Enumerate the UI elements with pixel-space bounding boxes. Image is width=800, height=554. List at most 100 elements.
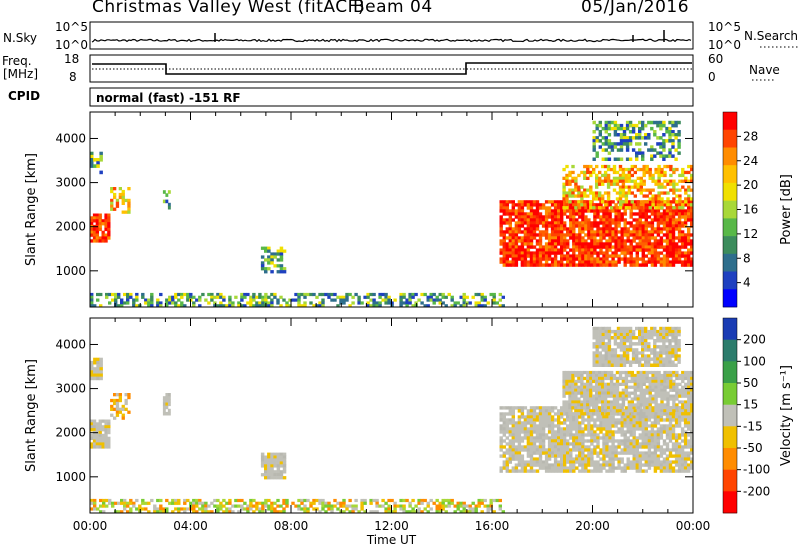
data-cell (603, 170, 608, 175)
data-cell (553, 203, 558, 207)
data-cell (657, 403, 661, 407)
data-cell (647, 133, 651, 137)
data-cell (105, 295, 109, 299)
data-cell (565, 179, 569, 183)
data-cell (517, 230, 522, 234)
data-cell (569, 457, 573, 461)
data-cell (678, 373, 682, 378)
data-cell (121, 198, 125, 203)
data-cell (514, 212, 519, 216)
data-cell (565, 409, 569, 413)
data-cell (633, 379, 637, 384)
data-cell (444, 295, 448, 299)
data-cell (167, 402, 171, 407)
data-cell (459, 504, 463, 508)
data-cell (586, 403, 590, 407)
data-cell (668, 230, 673, 234)
data-cell (381, 498, 385, 503)
data-cell (499, 424, 503, 428)
data-cell (633, 388, 637, 392)
data-cell (612, 164, 617, 169)
data-cell (450, 501, 454, 505)
data-cell (690, 436, 694, 440)
data-cell (580, 379, 584, 384)
data-cell (659, 345, 663, 349)
data-cell (624, 206, 629, 210)
data-cell (264, 464, 268, 468)
data-cell (663, 412, 667, 416)
data-cell (601, 194, 605, 198)
data-cell (581, 218, 585, 222)
data-cell (216, 504, 220, 508)
data-cell (596, 221, 600, 225)
data-cell (647, 239, 652, 243)
data-cell (671, 332, 675, 337)
data-cell (560, 436, 564, 440)
data-cell (632, 427, 636, 431)
data-cell (526, 200, 531, 204)
data-cell (635, 427, 639, 431)
data-cell (569, 463, 573, 467)
data-cell (121, 195, 125, 200)
data-cell (630, 403, 634, 407)
data-cell (595, 357, 599, 361)
data-cell (562, 394, 566, 398)
data-cell (553, 454, 558, 458)
data-cell (654, 382, 658, 386)
data-cell (665, 139, 669, 143)
data-cell (593, 439, 597, 443)
data-cell (644, 254, 648, 258)
data-cell (529, 254, 534, 258)
data-cell (663, 382, 667, 386)
data-cell (121, 192, 125, 197)
data-cell (648, 382, 652, 386)
data-cell (93, 376, 97, 381)
data-cell (635, 263, 639, 267)
data-cell (538, 245, 543, 249)
data-cell (677, 436, 682, 440)
data-cell (610, 145, 615, 149)
data-cell (659, 245, 664, 249)
data-cell (668, 136, 672, 140)
data-cell (668, 421, 673, 425)
data-cell (420, 292, 424, 297)
data-cell (593, 469, 597, 473)
data-cell (541, 445, 546, 449)
data-cell (611, 263, 615, 267)
data-cell (523, 263, 528, 267)
data-cell (623, 203, 627, 207)
data-cell (629, 451, 633, 455)
data-cell (638, 133, 642, 137)
data-cell (560, 236, 564, 240)
data-cell (581, 433, 585, 437)
data-cell (621, 200, 626, 204)
data-cell (523, 433, 528, 437)
data-cell (514, 251, 519, 255)
data-cell (614, 263, 618, 267)
data-cell (557, 206, 561, 210)
data-cell (535, 221, 540, 225)
data-cell (684, 388, 688, 392)
data-cell (575, 263, 579, 267)
data-cell (605, 263, 609, 267)
data-cell (532, 421, 537, 425)
data-cell (602, 415, 606, 419)
data-cell (677, 445, 682, 449)
data-cell (574, 206, 578, 210)
data-cell (117, 304, 121, 308)
data-cell (659, 200, 664, 204)
data-cell (648, 394, 652, 398)
data-cell (617, 421, 621, 425)
data-cell (535, 200, 540, 204)
data-cell (523, 242, 528, 246)
data-cell (225, 304, 229, 308)
data-cell (636, 412, 640, 416)
data-cell (671, 430, 676, 434)
data-cell (657, 173, 661, 178)
data-cell (532, 263, 537, 267)
data-cell (687, 257, 691, 261)
data-cell (666, 406, 670, 410)
data-cell (623, 445, 627, 449)
data-cell (610, 148, 615, 152)
data-cell (508, 227, 512, 231)
